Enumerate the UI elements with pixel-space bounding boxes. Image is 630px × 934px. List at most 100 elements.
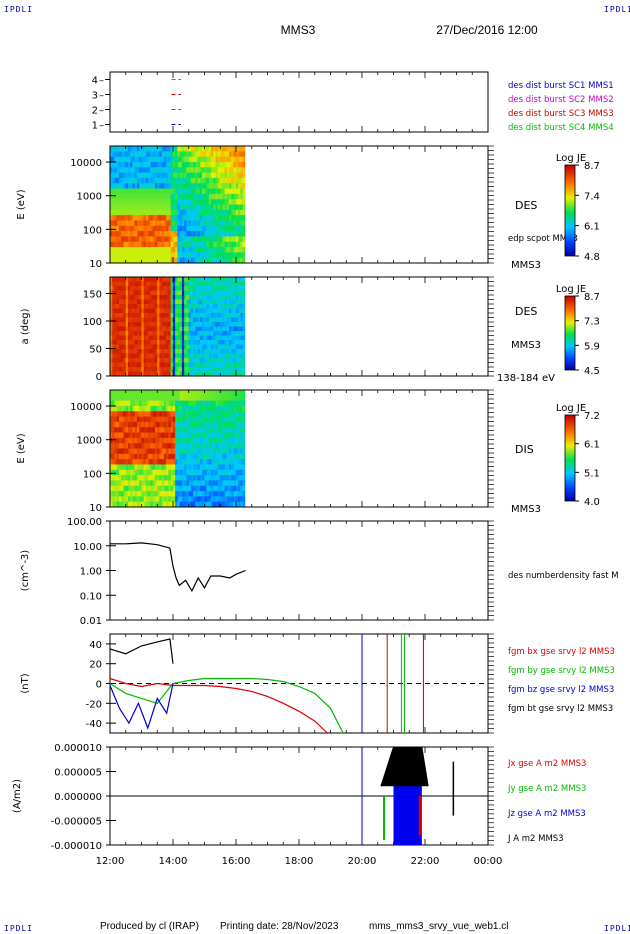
spectrogram-cell [242,326,246,332]
spectrogram-cell [150,405,154,412]
spectrogram-cell [141,480,145,487]
spectrogram-cell [127,177,131,184]
spectrogram-cell [148,322,151,327]
spectrogram-cell [238,204,241,211]
spectrogram-cell [231,241,234,248]
spectrogram-cell [177,156,181,163]
spectrogram-cell [233,290,237,296]
spectrogram-cell [161,313,165,318]
spectrogram-cell [157,480,160,487]
spectrogram-cell [148,443,151,449]
spectrogram-cell [190,443,194,449]
spectrogram-cell [199,286,203,291]
spectrogram-cell [168,183,172,189]
spectrogram-cell [161,247,165,253]
spectrogram-cell [141,257,145,264]
spectrogram-cell [211,257,214,264]
spectrogram-cell [184,475,187,481]
spectrogram-cell [231,290,234,296]
spectrogram-cell [152,247,156,253]
spectrogram-cell [172,299,176,305]
spectrogram-cell [224,183,228,189]
spectrogram-cell [157,215,160,221]
spectrogram-cell [195,421,199,428]
spectrogram-cell [204,304,208,309]
spectrogram-cell [199,156,203,163]
spectrogram-cell [163,491,167,497]
spectrogram-cell [208,459,212,465]
spectrogram-cell [229,416,232,423]
spectrogram-cell [145,405,149,412]
spectrogram-cell [233,308,237,314]
spectrogram-cell [127,475,131,481]
spectrogram-cell [188,277,192,282]
spectrogram-cell [213,209,217,216]
spectrogram-cell [195,344,199,350]
spectrogram-cell [150,161,154,168]
spectrogram-cell [199,501,203,508]
spectrogram-cell [199,427,203,433]
spectrogram-cell [213,371,217,377]
spectrogram-cell [159,371,163,377]
spectrogram-cell [208,395,212,402]
spectrogram-cell [186,411,190,417]
spectrogram-cell [161,295,165,300]
spectrogram-cell [197,390,201,396]
spectrogram-cell [136,459,140,465]
spectrogram-cell [152,299,156,305]
spectrogram-cell [157,335,160,341]
spectrogram-cell [154,405,158,412]
spectrogram-cell [211,290,214,296]
spectrogram-cell [184,340,187,345]
spectrogram-cell [220,358,223,363]
spectrogram-cell [145,432,149,439]
spectrogram-cell [139,299,142,305]
spectrogram-cell [206,313,210,318]
spectrogram-cell [179,448,183,455]
spectrogram-cell [110,247,113,253]
spectrogram-cell [220,443,223,449]
spectrogram-cell [222,161,225,168]
spectrogram-cell [222,313,225,318]
spectrogram-cell [222,299,225,305]
spectrogram-cell [179,367,183,372]
spectrogram-cell [193,469,196,476]
spectrogram-cell [177,304,181,309]
spectrogram-cell [208,416,212,423]
spectrogram-cell [159,322,163,327]
spectrogram-cell [170,358,174,363]
spectrogram-cell [215,416,219,423]
spectrogram-cell [145,161,149,168]
spectrogram-cell [184,290,187,296]
spectrogram-cell [177,308,181,314]
spectrogram-cell [204,453,208,460]
spectrogram-cell [112,416,115,423]
spectrogram-cell [172,491,176,497]
spectrogram-cell [179,281,183,287]
spectrogram-cell [186,199,190,205]
spectrogram-cell [159,501,163,508]
spectrogram-cell [121,252,124,259]
spectrogram-cell [127,236,131,243]
spectrogram-cell [195,281,199,287]
spectrogram-cell [215,295,219,300]
spectrogram-cell [202,349,205,354]
spectrogram-cell [222,395,225,402]
spectrogram-cell [195,448,199,455]
spectrogram-cell [242,295,246,300]
spectrogram-cell [125,225,129,232]
spectrogram-cell [136,313,140,318]
spectrogram-cell [181,231,185,237]
spectrogram-cell [141,331,145,336]
spectrogram-cell [130,146,133,152]
spectrogram-cell [215,317,219,323]
spectrogram-cell [222,349,225,354]
colorbar-title-1: Log JE [556,153,586,164]
spectrogram-cell [136,427,140,433]
spectrogram-cell [220,411,223,417]
spectrogram-cell [233,188,237,195]
spectrogram-cell [211,459,214,465]
spectrogram-cell [152,277,156,282]
spectrogram-cell [170,390,174,396]
spectrogram-cell [130,367,133,372]
